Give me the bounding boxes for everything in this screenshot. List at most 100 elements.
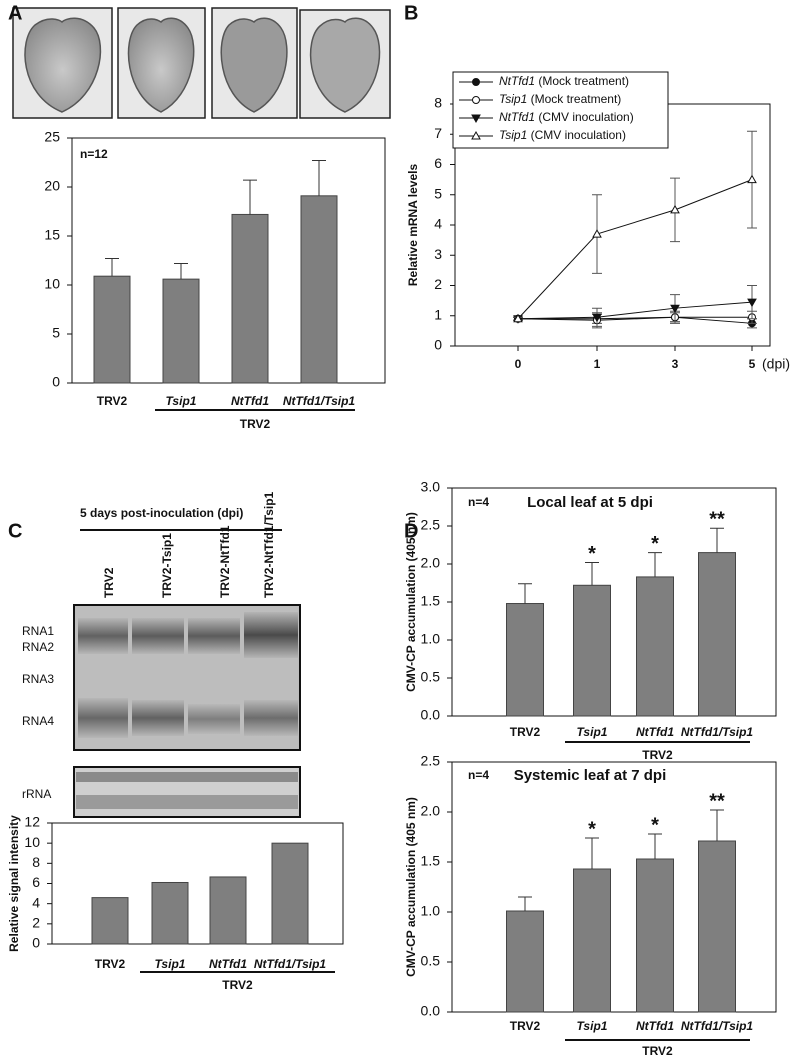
significance: ** [709,790,725,812]
bar [636,576,674,717]
x-tick-label: NtTfd1/Tsip1 [283,394,356,408]
chart: 0 2 4 6 8 10 12 C Relative signal intensity TRV2 T… [7,491,344,992]
point [747,174,757,184]
bar [93,275,131,384]
x-tick-label: Tsip1 [577,725,608,739]
error-bar [585,561,599,586]
x-tick-label: Tsip1 [577,1019,608,1033]
y-tick-label: 2.5 [421,753,441,769]
point [471,130,481,140]
legend-label: Tsip1 (Mock treatment) [499,92,621,106]
y-tick-label: 2 [32,915,40,931]
y-tick-label: 2 [434,276,442,292]
significance: ** [709,509,725,531]
x-tick-label: NtTfd1 [636,725,674,739]
x-tick-label: TRV2 [510,725,541,739]
lane-label: TRV2-NtTfd1 [218,525,232,598]
y-tick-label: 20 [44,178,60,194]
error-bar [518,896,532,911]
error-bar [312,160,326,196]
annotation: n=4 [468,495,489,509]
x-tick-label: NtTfd1 [636,1019,674,1033]
significance: * [651,533,659,555]
lane-label: TRV2-NtTfd1/Tsip1 [262,491,276,598]
legend-label-part: NtTfd1 [499,110,535,124]
blot-header: 5 days post-inoculation (dpi) [80,506,243,520]
y-tick-label: 7 [434,125,442,141]
y-tick-label: 1.5 [421,593,441,609]
y-axis-label: Relative mRNA levels [406,164,420,287]
y-tick-label: 10 [24,834,40,850]
x-tick-label: NtTfd1/Tsip1 [681,725,754,739]
band-label: RNA1 [22,624,54,638]
chart: 0.0 0.5 1.0 1.5 2.0 2.5 n=4 Systemic leaf at 7 … [404,753,777,1058]
bar [636,858,674,1013]
y-tick-label: 2.5 [421,517,441,533]
legend-label-part: (CMV inoculation) [527,128,626,142]
legend-label: NtTfd1 (CMV inoculation) [499,110,634,124]
band-label: RNA3 [22,672,54,686]
bar [91,897,129,945]
y-tick-label: 10 [44,276,60,292]
legend-box [452,71,669,149]
x-tick-label: TRV2 [95,957,126,971]
group-label: TRV2 [642,1044,673,1058]
y-tick-label: 12 [24,814,40,830]
point [472,78,480,86]
y-tick-label: 6 [434,155,442,171]
annotation: n=12 [80,147,108,161]
plot-frame [71,137,386,384]
x-tick-label: Tsip1 [155,957,186,971]
legend-label-part: (Mock treatment) [527,92,621,106]
panel-label: C [8,520,22,542]
x-tick-label: 0 [515,357,522,371]
bar [151,881,189,945]
x-tick-label: Tsip1 [166,394,197,408]
bar [506,603,544,717]
error-bar [585,837,599,869]
panel-label: A [8,2,22,24]
x-unit: (dpi) [762,356,790,372]
x-tick-label: TRV2 [510,1019,541,1033]
legend-label: Tsip1 (CMV inoculation) [499,128,626,142]
legend-label-part: NtTfd1 [499,74,535,88]
lane-label: TRV2 [102,567,116,598]
y-tick-label: 5 [52,325,60,341]
annotation: n=4 [468,768,489,782]
error-bar [710,527,724,553]
y-tick-label: 15 [44,227,60,243]
significance: * [651,814,659,836]
x-tick-label: 5 [749,357,756,371]
x-tick-label: NtTfd1/Tsip1 [681,1019,754,1033]
legend-label: NtTfd1 (Mock treatment) [499,74,629,88]
y-axis-label: Relative signal intensity [7,815,21,952]
legend-label-part: (Mock treatment) [535,74,629,88]
y-tick-label: 1.0 [421,631,441,647]
bar [573,868,611,1013]
y-tick-label: 0 [434,337,442,353]
y-tick-label: 0 [32,935,40,951]
band-label: RNA2 [22,640,54,654]
band-label: RNA4 [22,714,54,728]
bar [506,910,544,1013]
x-tick-label: 3 [672,357,679,371]
x-tick-label: 1 [594,357,601,371]
northern-blot [73,604,301,818]
point [670,204,680,214]
legend-label-part: Tsip1 [499,92,527,106]
point [513,313,523,323]
y-tick-label: 0.5 [421,669,441,685]
error-bar [174,262,188,280]
point [747,298,757,308]
bar [698,552,736,717]
group-label: TRV2 [642,748,673,762]
group-label: TRV2 [222,978,253,992]
y-tick-label: 3.0 [421,479,441,495]
y-tick-label: 4 [434,216,442,232]
lane-label: TRV2-Tsip1 [160,533,174,598]
error-bar [648,833,662,859]
error-bar [105,258,119,277]
error-bar [648,552,662,577]
line [517,179,753,320]
